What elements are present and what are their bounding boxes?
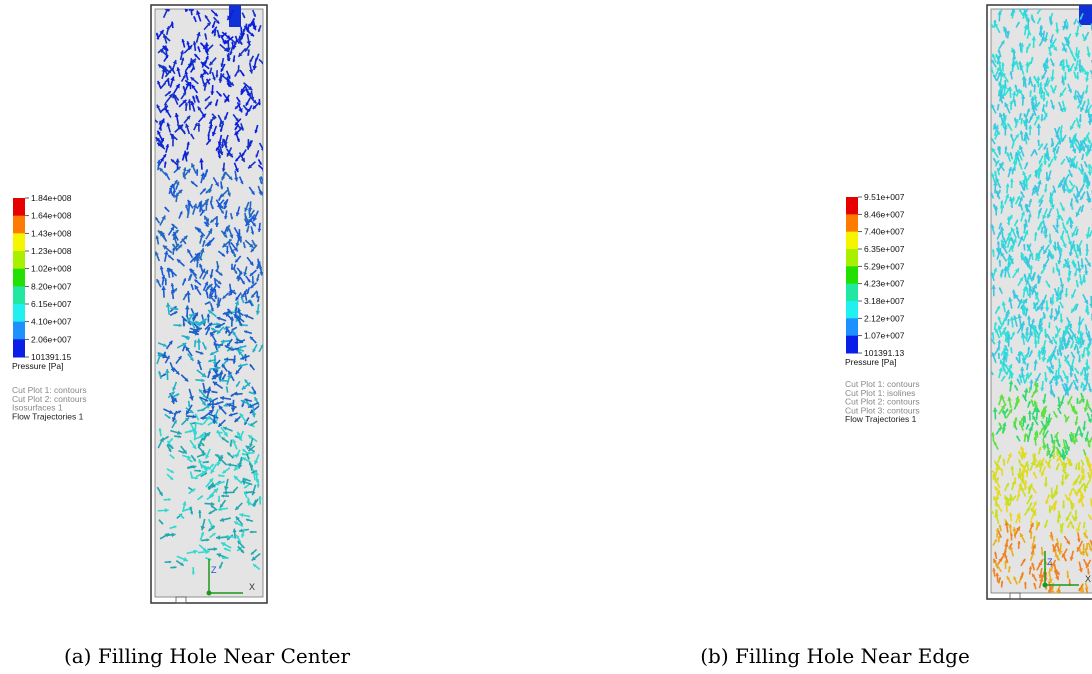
plot-note: Flow Trajectories 1 <box>845 414 917 424</box>
legend-label: 6.15e+007 <box>31 299 72 309</box>
legend-title: Pressure [Pa] <box>845 357 897 367</box>
filling-hole <box>1079 5 1092 25</box>
axis-label-x: X <box>249 582 255 592</box>
legend-label: 1.02e+008 <box>31 264 72 274</box>
color-swatch <box>13 322 25 340</box>
color-swatch <box>13 216 25 234</box>
color-swatch <box>846 284 858 302</box>
color-swatch <box>846 301 858 319</box>
color-swatch <box>13 269 25 287</box>
color-swatch <box>13 233 25 251</box>
legend-label: 2.12e+007 <box>864 313 905 323</box>
legend-label: 8.46e+007 <box>864 209 905 219</box>
color-swatch <box>846 232 858 250</box>
legend-label: 1.07e+007 <box>864 331 905 341</box>
axis-origin <box>1043 583 1048 588</box>
legend-label: 4.10e+007 <box>31 317 72 327</box>
legend-label: 4.23e+007 <box>864 279 905 289</box>
legend-label: 7.40e+007 <box>864 227 905 237</box>
figure: 1.84e+008 1.64e+008 1.43e+008 1.23e+008 1.02… <box>0 0 1092 674</box>
legend-title: Pressure [Pa] <box>12 361 64 371</box>
color-swatch <box>13 286 25 304</box>
legend-label: 3.18e+007 <box>864 296 905 306</box>
legend-label: 8.20e+007 <box>31 281 72 291</box>
color-swatch <box>846 214 858 232</box>
legend-label: 6.35e+007 <box>864 244 905 254</box>
color-swatch <box>846 197 858 215</box>
legend-label: 1.43e+008 <box>31 228 72 238</box>
legend-label: 9.51e+007 <box>864 192 905 202</box>
legend-label: 1.23e+008 <box>31 246 72 256</box>
panel-a <box>150 2 267 603</box>
axis-origin <box>207 591 212 596</box>
color-swatch <box>846 249 858 267</box>
plot-note: Flow Trajectories 1 <box>12 411 84 421</box>
axis-label-z: Z <box>1047 557 1053 567</box>
axis-label-x: X <box>1085 574 1091 584</box>
axis-label-z: Z <box>211 565 217 575</box>
caption: (b) Filling Hole Near Edge <box>700 644 970 668</box>
color-swatch <box>13 198 25 216</box>
legend-label: 1.64e+008 <box>31 211 72 221</box>
legend-label: 1.84e+008 <box>31 193 72 203</box>
caption: (a) Filling Hole Near Center <box>64 644 351 668</box>
color-swatch <box>846 266 858 284</box>
legend-label: 2.06e+007 <box>31 334 72 344</box>
color-swatch <box>13 251 25 269</box>
color-swatch <box>13 304 25 322</box>
color-swatch <box>13 339 25 357</box>
color-swatch <box>846 318 858 336</box>
panel-b <box>987 4 1092 600</box>
legend-label: 5.29e+007 <box>864 261 905 271</box>
color-swatch <box>846 336 858 354</box>
